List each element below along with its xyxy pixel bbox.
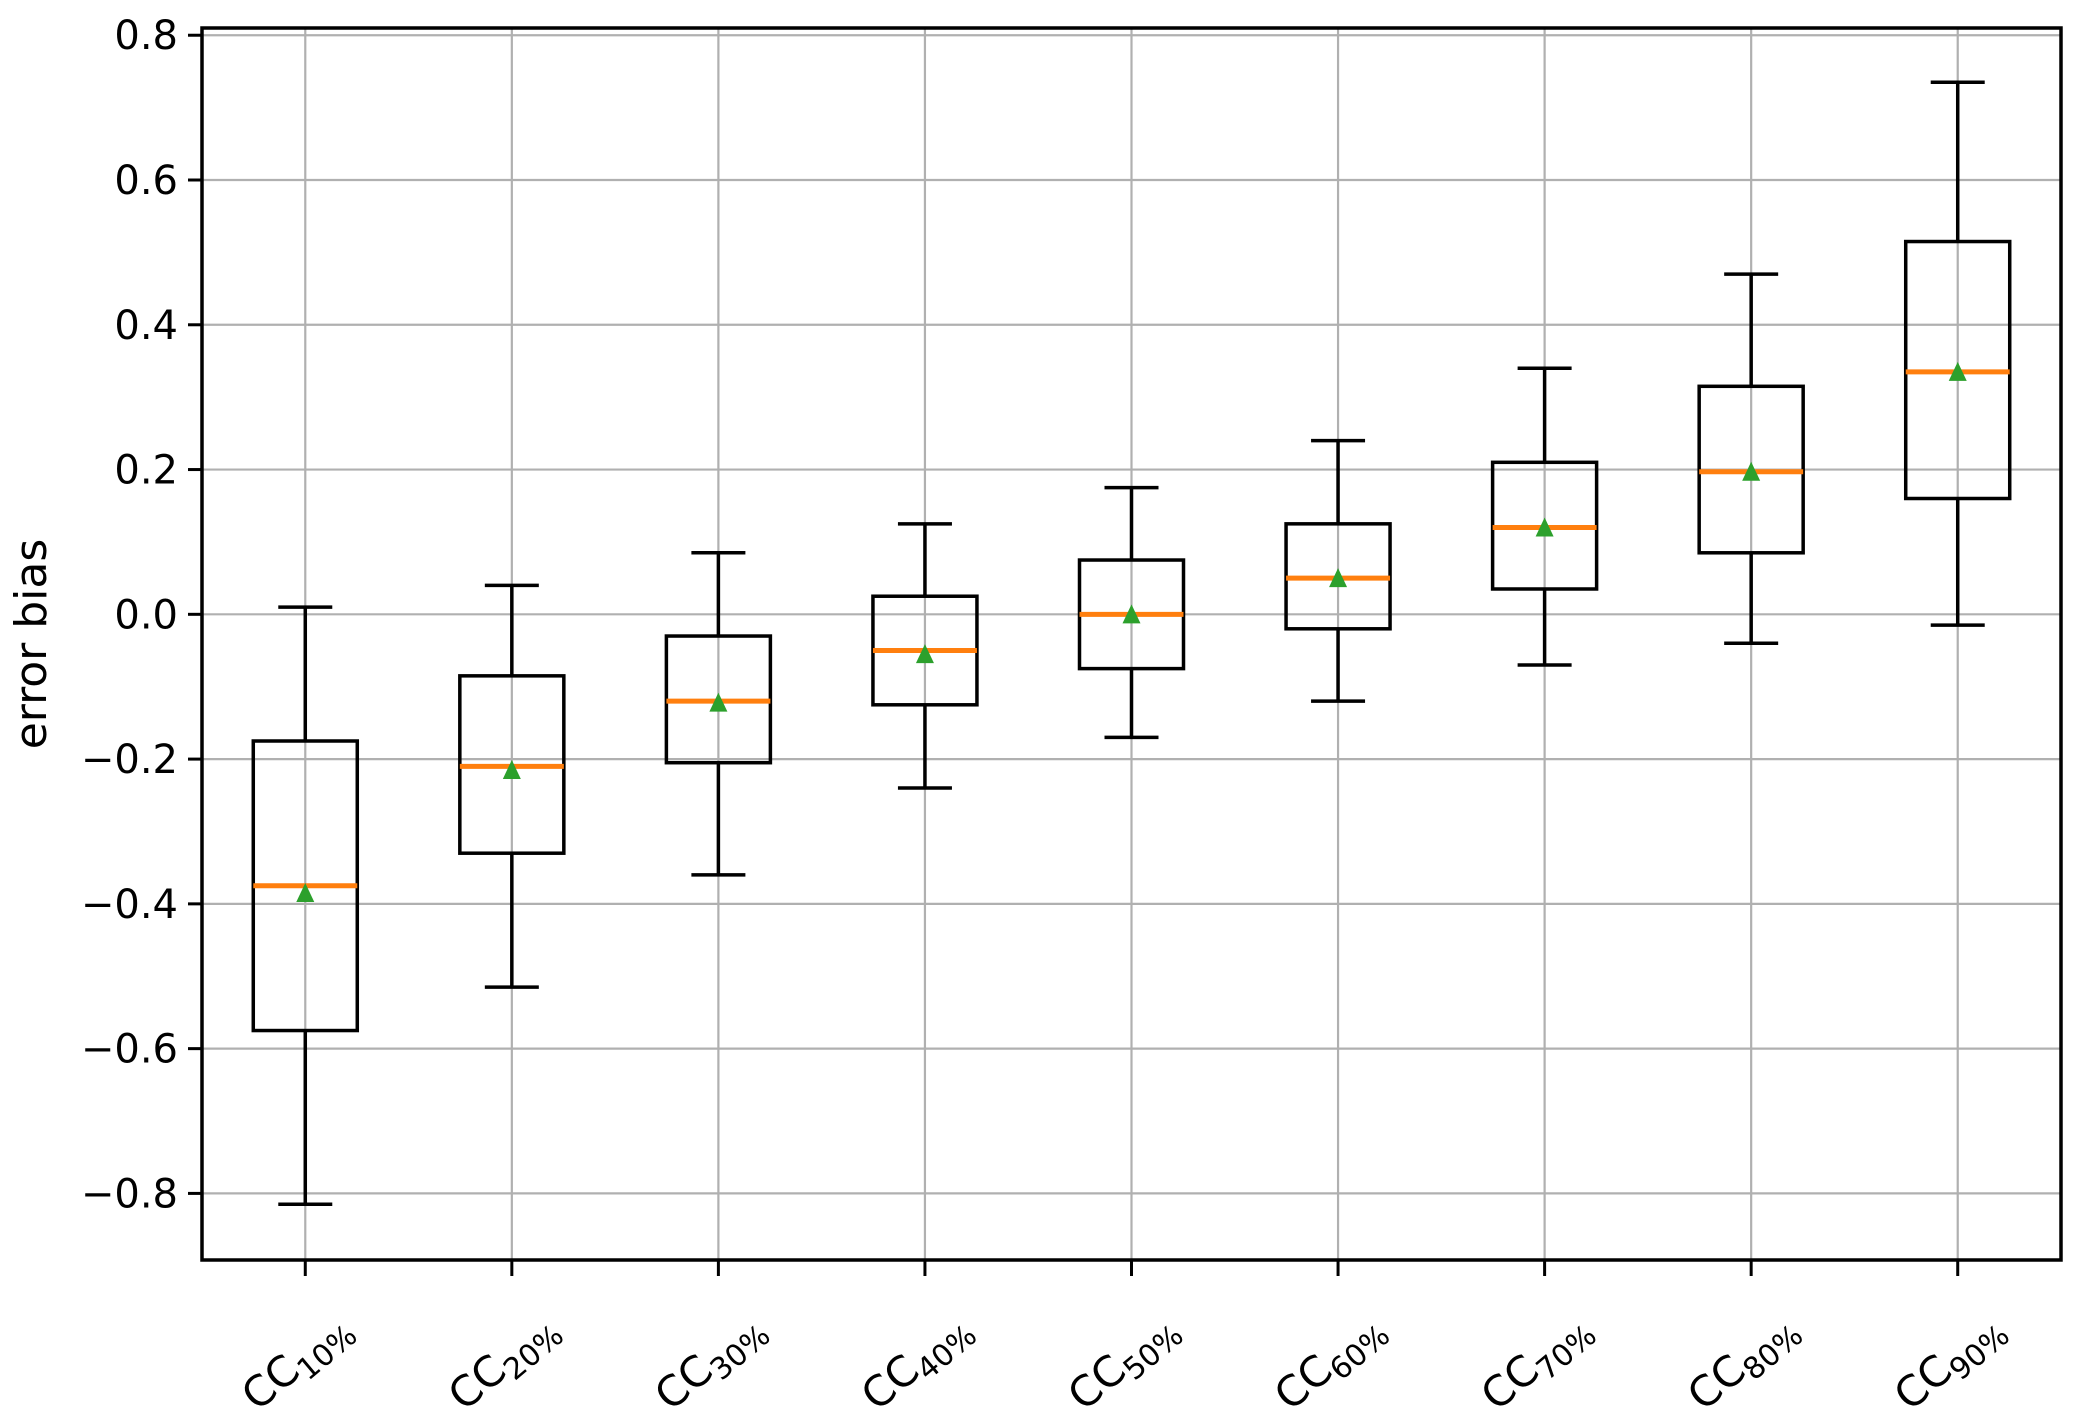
y-tick-label: 0.0 [114, 592, 178, 638]
box-layer [251, 80, 2012, 1207]
boxplot-CC60% [1284, 438, 1392, 703]
mean-marker [296, 883, 315, 903]
x-tick-label: CC30% [645, 1302, 777, 1424]
boxplot-CC30% [664, 551, 773, 877]
y-tick-label: −0.2 [81, 737, 178, 783]
y-tick-label: 0.8 [114, 13, 178, 59]
boxplot-CC80% [1697, 272, 1805, 646]
mean-marker [709, 692, 728, 712]
x-tick-label: CC50% [1058, 1302, 1190, 1424]
y-tick-label: −0.6 [81, 1027, 178, 1073]
x-tick-label: CC70% [1472, 1302, 1604, 1424]
y-tick-label: 0.4 [114, 303, 178, 349]
boxplot-CC10% [251, 605, 360, 1207]
mean-marker [1948, 361, 1967, 381]
x-tick-label: CC40% [852, 1302, 984, 1424]
mean-marker [502, 759, 521, 779]
x-tick-label: CC10% [232, 1302, 364, 1424]
boxplot-CC40% [871, 522, 979, 790]
y-tick-label: 0.2 [114, 448, 178, 494]
y-tick-label: −0.4 [81, 882, 178, 928]
mean-marker [1329, 568, 1348, 588]
mean-marker [1742, 461, 1761, 481]
y-axis-label: error bias [6, 539, 57, 750]
grid-layer [202, 28, 2061, 1260]
boxplot-CC20% [458, 583, 566, 989]
mean-marker [915, 644, 934, 664]
y-tick-label: −0.8 [81, 1171, 178, 1217]
x-tick-label: CC90% [1885, 1302, 2017, 1424]
x-tick-label: CC20% [439, 1302, 571, 1424]
y-tick-label: 0.6 [114, 158, 178, 204]
mean-marker [1535, 517, 1554, 537]
x-tick-label: CC80% [1678, 1302, 1810, 1424]
mean-marker [1122, 604, 1141, 624]
x-tick-label: CC60% [1265, 1302, 1397, 1424]
boxplot-CC70% [1490, 366, 1599, 667]
boxplot-CC50% [1077, 485, 1186, 740]
boxplot-CC90% [1903, 80, 2012, 627]
